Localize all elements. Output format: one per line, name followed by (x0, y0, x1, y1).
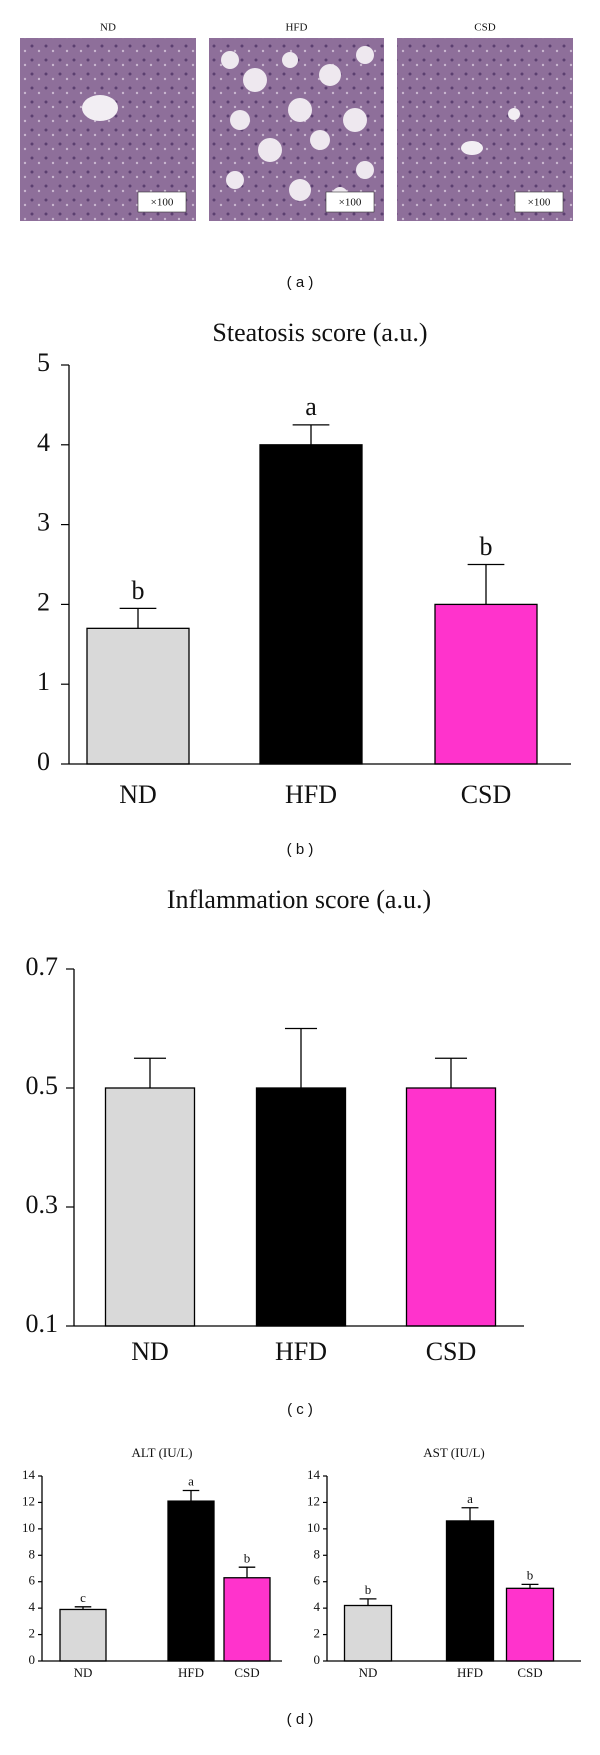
y-tick-label: 0 (314, 1652, 321, 1667)
y-tick-label: 2 (29, 1626, 36, 1641)
y-tick-label: 2 (37, 587, 50, 616)
x-tick-label: CSD (461, 780, 512, 809)
panel-label: ( b ) (287, 841, 314, 858)
x-tick-label: ND (119, 780, 157, 809)
annotation: a (188, 1474, 194, 1489)
vein (508, 108, 520, 120)
y-tick-label: 12 (22, 1493, 35, 1508)
bar (223, 1577, 271, 1662)
y-tick-label: 0.1 (26, 1309, 59, 1338)
panel-label: ( c ) (287, 1401, 313, 1418)
y-tick-label: 4 (314, 1599, 321, 1614)
vein (461, 141, 483, 155)
y-tick-label: 4 (37, 428, 50, 457)
y-tick-label: 14 (22, 1467, 36, 1482)
y-tick-label: 8 (314, 1546, 321, 1561)
y-tick-label: 0 (37, 747, 50, 776)
x-tick-label: HFD (275, 1337, 327, 1366)
chart-title: Steatosis score (a.u.) (212, 318, 427, 347)
annotation: c (80, 1590, 86, 1605)
annotation: a (305, 392, 317, 421)
annotation: b (480, 532, 493, 561)
vein (82, 95, 118, 121)
x-tick-label: ND (131, 1337, 169, 1366)
scale-box (137, 191, 187, 213)
annotation: a (467, 1491, 473, 1506)
bar (259, 444, 363, 765)
x-tick-label: HFD (457, 1665, 483, 1680)
y-tick-label: 5 (37, 348, 50, 377)
bar (86, 627, 190, 765)
bar (59, 1608, 107, 1662)
x-tick-label: HFD (285, 780, 337, 809)
bar (167, 1500, 215, 1662)
magnification: ×100 (339, 197, 362, 209)
chart-title: ALT (IU/L) (131, 1445, 192, 1460)
annotation: b (365, 1582, 372, 1597)
chart-title: AST (IU/L) (423, 1445, 485, 1460)
image-csd (397, 38, 573, 221)
panel-label: ( a ) (287, 274, 314, 291)
y-tick-label: 2 (314, 1626, 321, 1641)
y-tick-label: 3 (37, 508, 50, 537)
image-label: CSD (474, 22, 495, 34)
chart-title: Inflammation score (a.u.) (167, 885, 431, 914)
y-tick-label: 0 (29, 1652, 36, 1667)
panel-label: ( d ) (287, 1711, 314, 1728)
image-nd (20, 38, 196, 221)
image-label: HFD (285, 22, 307, 34)
histology (20, 38, 573, 221)
x-tick-label: CSD (426, 1337, 477, 1366)
scale-box (325, 191, 375, 213)
x-tick-label: CSD (517, 1665, 542, 1680)
bar (434, 603, 538, 765)
y-tick-label: 6 (29, 1573, 36, 1588)
x-tick-label: HFD (178, 1665, 204, 1680)
y-tick-label: 8 (29, 1546, 36, 1561)
bar (343, 1604, 393, 1662)
y-tick-label: 0.5 (26, 1071, 59, 1100)
bar (445, 1520, 495, 1662)
magnification: ×100 (528, 197, 551, 209)
y-tick-label: 10 (22, 1520, 35, 1535)
y-tick-label: 6 (314, 1573, 321, 1588)
y-tick-label: 0.7 (26, 952, 59, 981)
y-tick-label: 10 (307, 1520, 320, 1535)
annotation: b (132, 576, 145, 605)
y-tick-label: 0.3 (26, 1190, 59, 1219)
y-tick-label: 12 (307, 1493, 320, 1508)
x-tick-label: CSD (234, 1665, 259, 1680)
magnification: ×100 (151, 197, 174, 209)
y-tick-label: 14 (307, 1467, 321, 1482)
bar (405, 1087, 497, 1327)
scale-box (514, 191, 564, 213)
image-label: ND (100, 22, 116, 34)
y-tick-label: 1 (37, 667, 50, 696)
annotation: b (527, 1568, 534, 1583)
bar (104, 1087, 196, 1327)
annotation: b (244, 1550, 251, 1565)
y-tick-label: 4 (29, 1599, 36, 1614)
bar (255, 1087, 347, 1327)
fat-droplets (221, 46, 374, 203)
x-tick-label: ND (74, 1665, 93, 1680)
x-tick-label: ND (359, 1665, 378, 1680)
bar (505, 1587, 555, 1662)
